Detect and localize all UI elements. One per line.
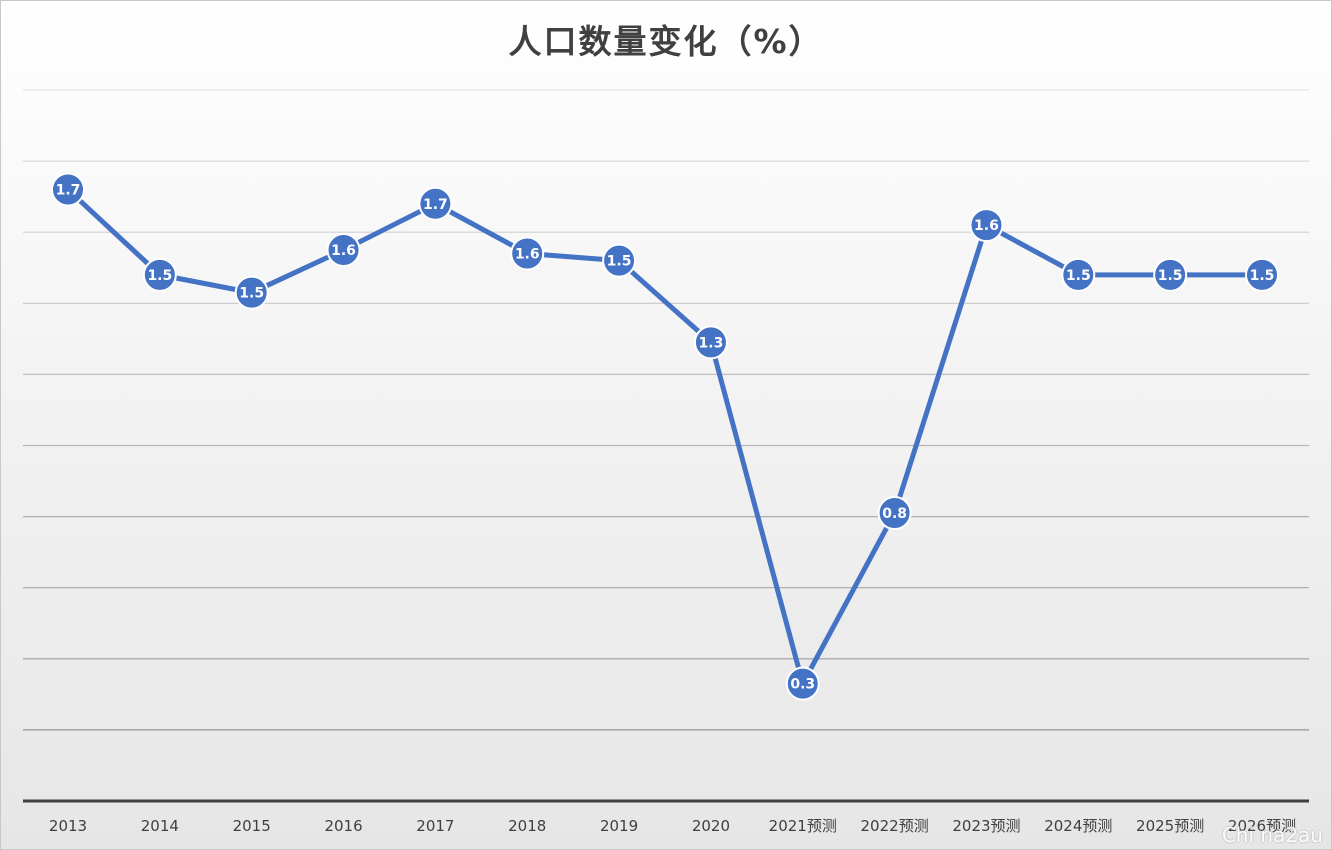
x-tick-label: 2016 xyxy=(324,817,362,835)
data-point-marker xyxy=(785,666,820,701)
data-label: 1.5 xyxy=(1158,268,1183,284)
data-label: 0.8 xyxy=(882,506,907,522)
data-label: 1.7 xyxy=(56,183,81,199)
data-label: 1.6 xyxy=(974,218,999,234)
data-point-marker xyxy=(326,232,361,267)
data-label: 1.5 xyxy=(239,286,264,302)
x-tick-label: 2020 xyxy=(692,817,730,835)
data-label: 1.5 xyxy=(1250,268,1275,284)
data-label: 1.6 xyxy=(331,243,356,259)
data-point-marker xyxy=(1153,257,1188,292)
data-label: 1.7 xyxy=(423,197,448,213)
x-tick-label: 2021预测 xyxy=(769,817,837,835)
data-label: 1.5 xyxy=(607,254,632,270)
x-tick-label: 2026预测 xyxy=(1228,817,1296,835)
data-points: 1.7 1.5 1.5 1.6 1.7 1.6 1.5 1.3 0.3 0.8 1.6 1.5 1.5 1… xyxy=(51,172,1279,701)
x-tick-label: 2017 xyxy=(416,817,454,835)
x-tick-label: 2024预测 xyxy=(1044,817,1112,835)
data-point-marker xyxy=(142,257,177,292)
data-point-marker xyxy=(51,172,85,207)
watermark-text: Chi na2au xyxy=(1221,823,1323,847)
x-tick-label: 2025预测 xyxy=(1136,817,1204,835)
gridlines xyxy=(23,89,1309,731)
data-point-marker xyxy=(1061,257,1096,292)
x-tick-labels: 2013 2014 2015 2016 2017 2018 2019 2020 2021预测 20… xyxy=(49,817,1296,835)
x-tick-label: 2015 xyxy=(233,817,271,835)
data-label: 0.3 xyxy=(790,677,815,693)
x-tick-label: 2023预测 xyxy=(952,817,1020,835)
data-point-marker xyxy=(877,496,912,531)
x-tick-label: 2022预测 xyxy=(861,817,929,835)
data-point-marker xyxy=(1245,257,1279,292)
data-point-marker xyxy=(234,275,269,310)
data-label: 1.6 xyxy=(515,247,540,263)
data-point-marker xyxy=(693,325,728,360)
data-point-marker xyxy=(602,243,637,278)
data-point-marker xyxy=(510,236,545,271)
data-label: 1.5 xyxy=(1066,268,1091,284)
x-tick-label: 2013 xyxy=(49,817,87,835)
data-label: 1.3 xyxy=(699,335,724,351)
chart-title: 人口数量变化（%） xyxy=(508,22,824,61)
data-label: 1.5 xyxy=(147,268,172,284)
data-point-marker xyxy=(969,208,1004,243)
x-tick-label: 2018 xyxy=(508,817,546,835)
x-tick-label: 2014 xyxy=(141,817,179,835)
x-tick-label: 2019 xyxy=(600,817,638,835)
data-point-marker xyxy=(418,186,453,221)
